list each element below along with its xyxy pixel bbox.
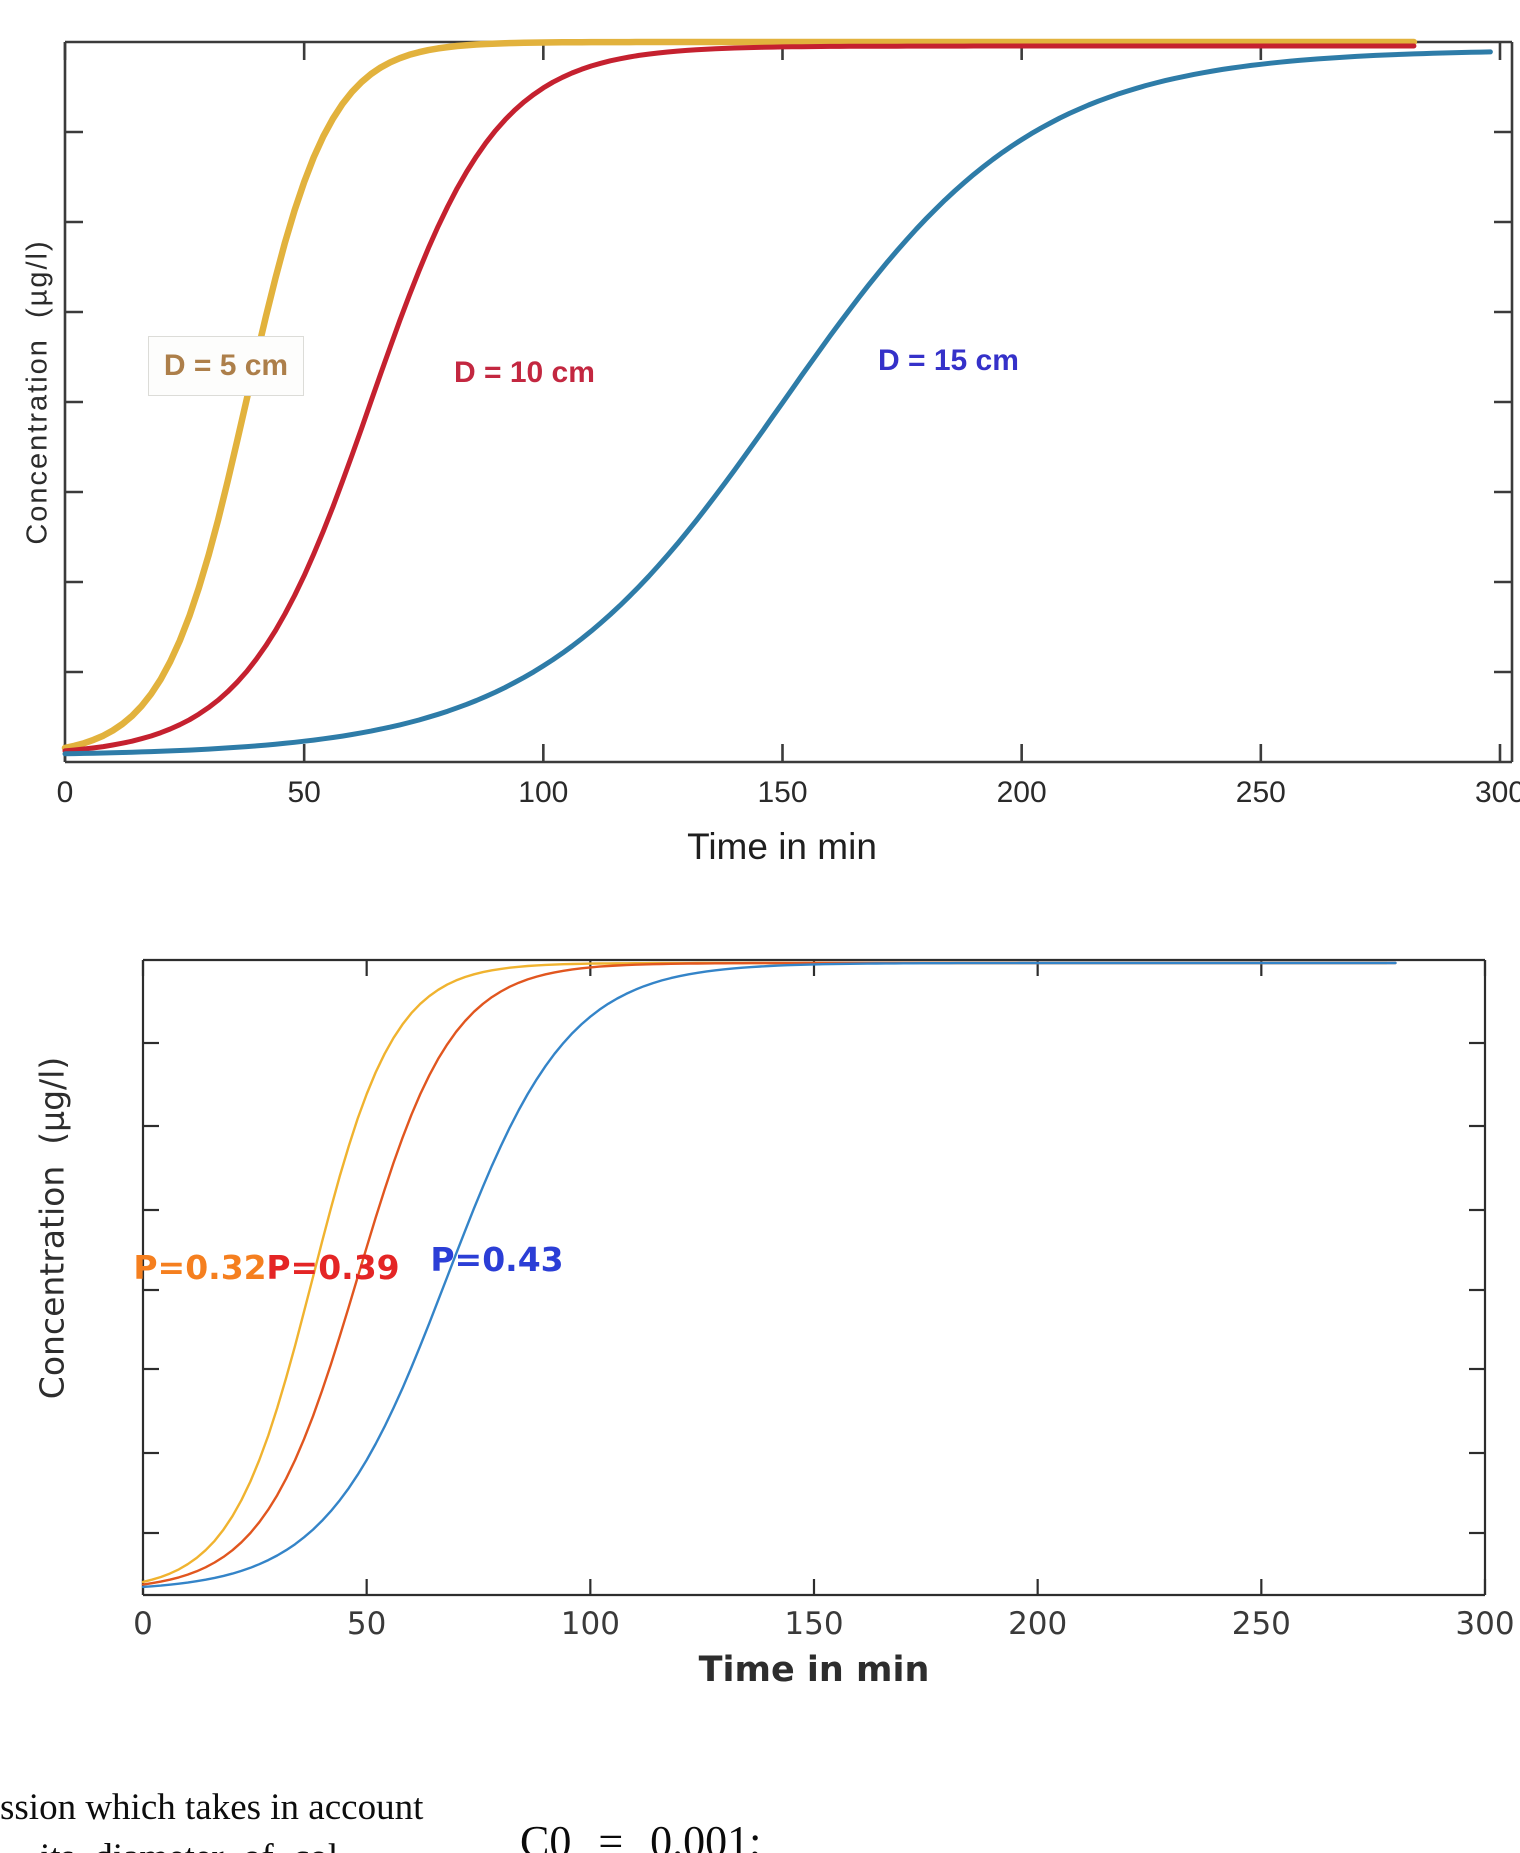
bottom-x-axis-label: Time in min bbox=[698, 1650, 930, 1690]
x-tick-label: 150 bbox=[757, 776, 808, 809]
curve-annotation-d15: D = 15 cm bbox=[872, 342, 1025, 380]
x-tick-label: 100 bbox=[518, 776, 569, 809]
x-tick-label: 100 bbox=[560, 1606, 620, 1642]
curve-annotation-p043: P=0.43 bbox=[430, 1240, 564, 1279]
x-tick-label: 0 bbox=[133, 1606, 153, 1642]
curve-annotation-d5: D = 5 cm bbox=[148, 336, 304, 396]
bottom-y-axis-label: Concentration (µg/l) bbox=[32, 1056, 72, 1400]
curve-annotation-p039: P=0.39 bbox=[266, 1248, 400, 1287]
x-tick-label: 200 bbox=[996, 776, 1047, 809]
top-x-axis-label: Time in min bbox=[687, 826, 877, 867]
x-tick-label: 50 bbox=[287, 776, 321, 809]
code-snippet-c0: C0 = 0.001; bbox=[520, 1817, 762, 1853]
top-y-axis-label: Concentration (µg/l) bbox=[21, 239, 54, 545]
x-tick-label: 150 bbox=[784, 1606, 844, 1642]
x-tick-label: 250 bbox=[1231, 1606, 1291, 1642]
x-tick-label: 0 bbox=[56, 776, 74, 809]
x-tick-label: 50 bbox=[346, 1606, 387, 1642]
caption-line2-text: its diameter of col bbox=[40, 1836, 338, 1853]
curve-annotation-text: D = 5 cm bbox=[163, 349, 289, 382]
caption-line2-clipped: its diameter of col bbox=[40, 1836, 740, 1853]
x-tick-label: 250 bbox=[1235, 776, 1286, 809]
curve-annotation-d10: D = 10 cm bbox=[448, 354, 601, 392]
x-tick-label: 300 bbox=[1474, 776, 1520, 809]
x-tick-label: 200 bbox=[1008, 1606, 1068, 1642]
caption-line1: ssion which takes in account bbox=[0, 1787, 424, 1828]
curve-annotation-p032: P=0.32 bbox=[133, 1248, 267, 1287]
x-tick-label: 300 bbox=[1455, 1606, 1515, 1642]
